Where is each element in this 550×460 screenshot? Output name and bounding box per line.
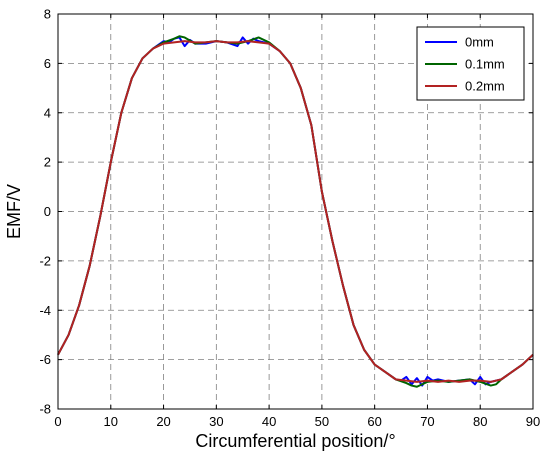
y-tick-label: 2 — [44, 155, 51, 170]
legend: 0mm 0.1mm 0.2mm — [416, 26, 525, 101]
y-tick-label: -2 — [39, 253, 51, 268]
y-tick-label: 6 — [44, 56, 51, 71]
x-tick-label: 90 — [526, 414, 540, 429]
series-group — [57, 35, 534, 388]
x-tick-label: 40 — [262, 414, 276, 429]
y-axis-ticks: -8 -6 -4 -2 0 2 4 6 8 — [39, 7, 533, 417]
y-tick-label: -8 — [39, 402, 51, 417]
x-tick-label: 10 — [104, 414, 118, 429]
x-tick-label: 30 — [209, 414, 223, 429]
x-tick-label: 50 — [315, 414, 329, 429]
y-tick-label: 8 — [44, 7, 51, 22]
x-tick-label: 0 — [54, 414, 61, 429]
x-tick-label: 70 — [420, 414, 434, 429]
y-tick-label: -4 — [39, 303, 51, 318]
x-tick-label: 80 — [473, 414, 487, 429]
x-axis-label: Circumferential position/° — [195, 431, 395, 451]
x-tick-label: 60 — [367, 414, 381, 429]
y-tick-label: 4 — [44, 105, 51, 120]
y-axis-label: EMF/V — [4, 184, 24, 239]
y-tick-label: 0 — [44, 204, 51, 219]
legend-label: 0.1mm — [465, 57, 505, 72]
legend-label: 0.2mm — [465, 79, 505, 94]
legend-label: 0mm — [465, 35, 494, 50]
y-tick-label: -6 — [39, 352, 51, 367]
series-line-3 — [57, 40, 534, 383]
x-tick-label: 20 — [156, 414, 170, 429]
x-axis-ticks: 0 10 20 30 40 50 60 70 80 90 — [54, 14, 540, 429]
